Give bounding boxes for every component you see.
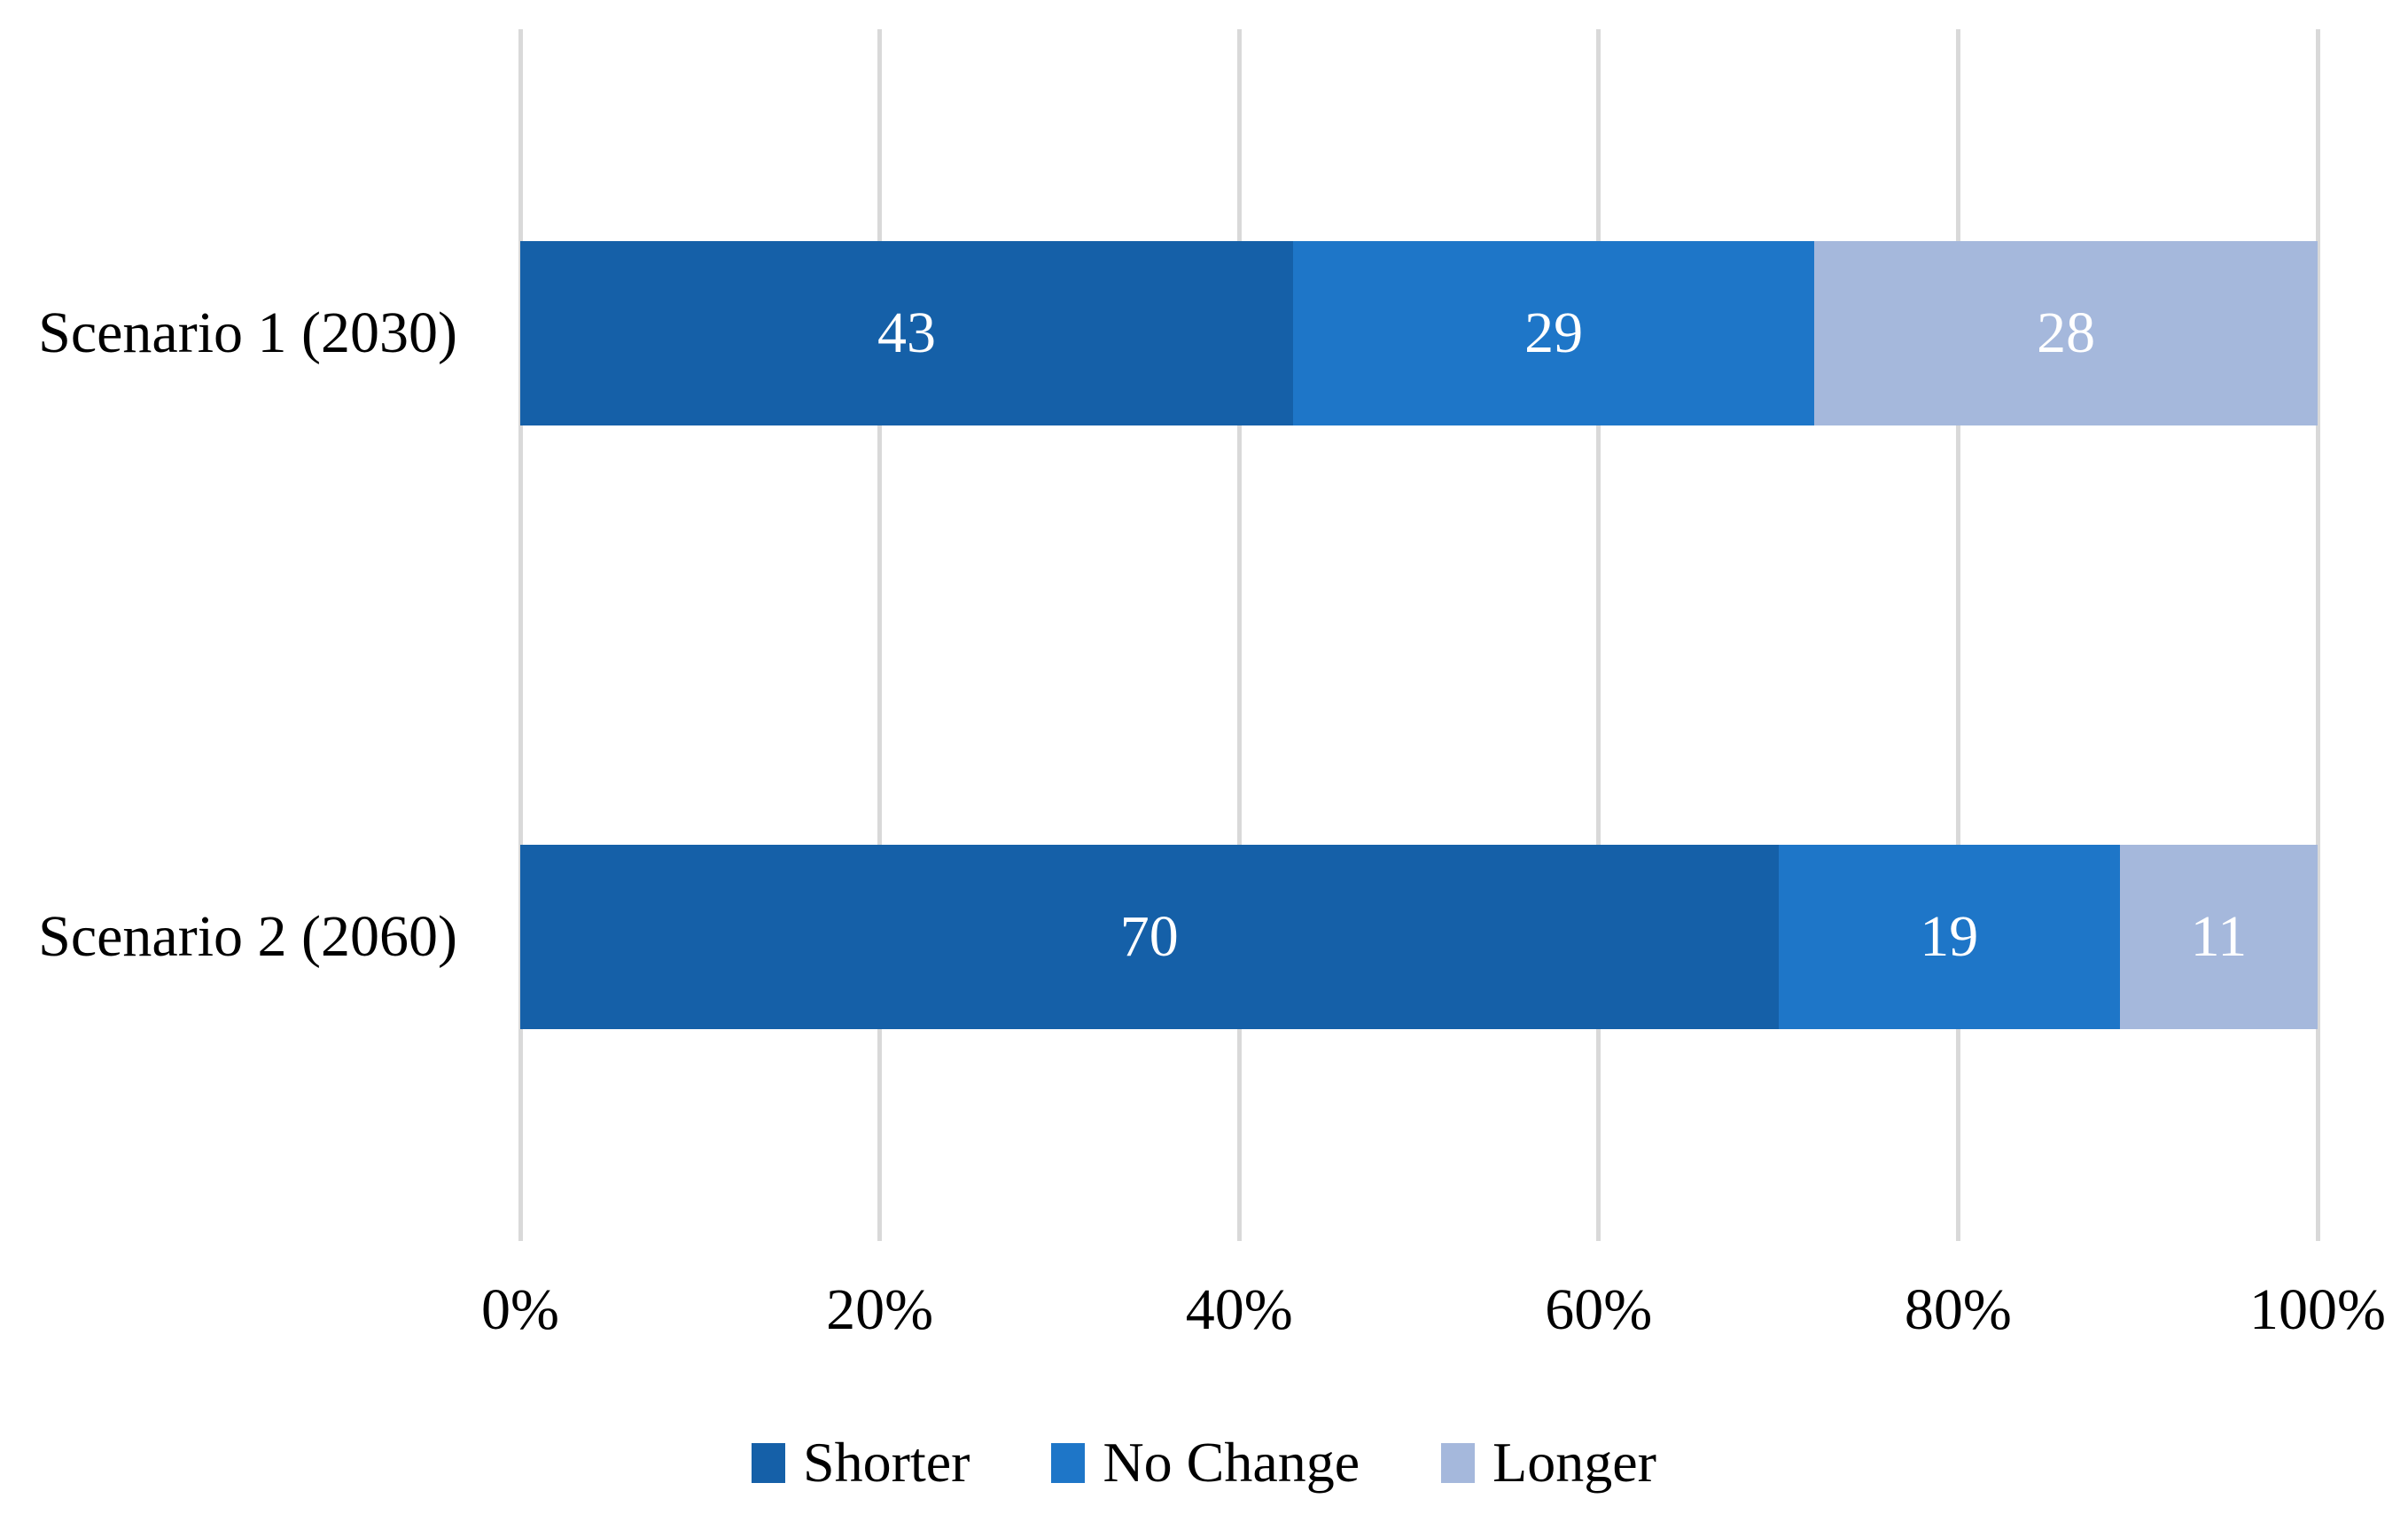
- category-label: Scenario 2 (2060): [38, 904, 457, 969]
- x-tick-label: 60%: [1545, 1277, 1653, 1342]
- bar-segment: 28: [1814, 241, 2318, 425]
- bar-segment: 19: [1778, 845, 2120, 1029]
- x-tick-label: 20%: [826, 1277, 934, 1342]
- bar-segment-data-label: 43: [877, 300, 937, 365]
- bar-segment: 43: [520, 241, 1294, 425]
- gridline: [2315, 29, 2320, 1241]
- legend-swatch: [1441, 1442, 1476, 1483]
- legend-label: Longer: [1492, 1431, 1656, 1494]
- x-tick-label: 100%: [2249, 1277, 2386, 1342]
- x-tick-label: 40%: [1185, 1277, 1293, 1342]
- bar-segment: 29: [1293, 241, 1815, 425]
- bar-segment-data-label: 19: [1920, 904, 1979, 969]
- legend-item: No Change: [1051, 1429, 1360, 1497]
- category-label: Scenario 1 (2030): [38, 300, 457, 365]
- bar-segment-data-label: 70: [1119, 904, 1179, 969]
- legend-item: Longer: [1441, 1429, 1656, 1497]
- legend-item: Shorter: [752, 1429, 970, 1497]
- gridline: [518, 29, 523, 1241]
- bar-segment-data-label: 29: [1524, 300, 1584, 365]
- bar-segment-data-label: 11: [2190, 904, 2248, 969]
- bar-segment-data-label: 28: [2037, 300, 2096, 365]
- legend-swatch: [1051, 1442, 1086, 1483]
- gridline: [877, 29, 883, 1241]
- legend-swatch: [752, 1442, 786, 1483]
- x-tick-label: 80%: [1904, 1277, 2012, 1342]
- bar-segment: 11: [2119, 845, 2318, 1029]
- gridline: [1955, 29, 1960, 1241]
- legend-label: No Change: [1103, 1431, 1360, 1494]
- x-tick-label: 0%: [481, 1277, 559, 1342]
- gridline: [1236, 29, 1242, 1241]
- bar-segment: 70: [520, 845, 1779, 1029]
- legend-label: Shorter: [803, 1431, 970, 1494]
- legend: Shorter No Change Longer: [0, 1429, 2408, 1497]
- gridline: [1596, 29, 1601, 1241]
